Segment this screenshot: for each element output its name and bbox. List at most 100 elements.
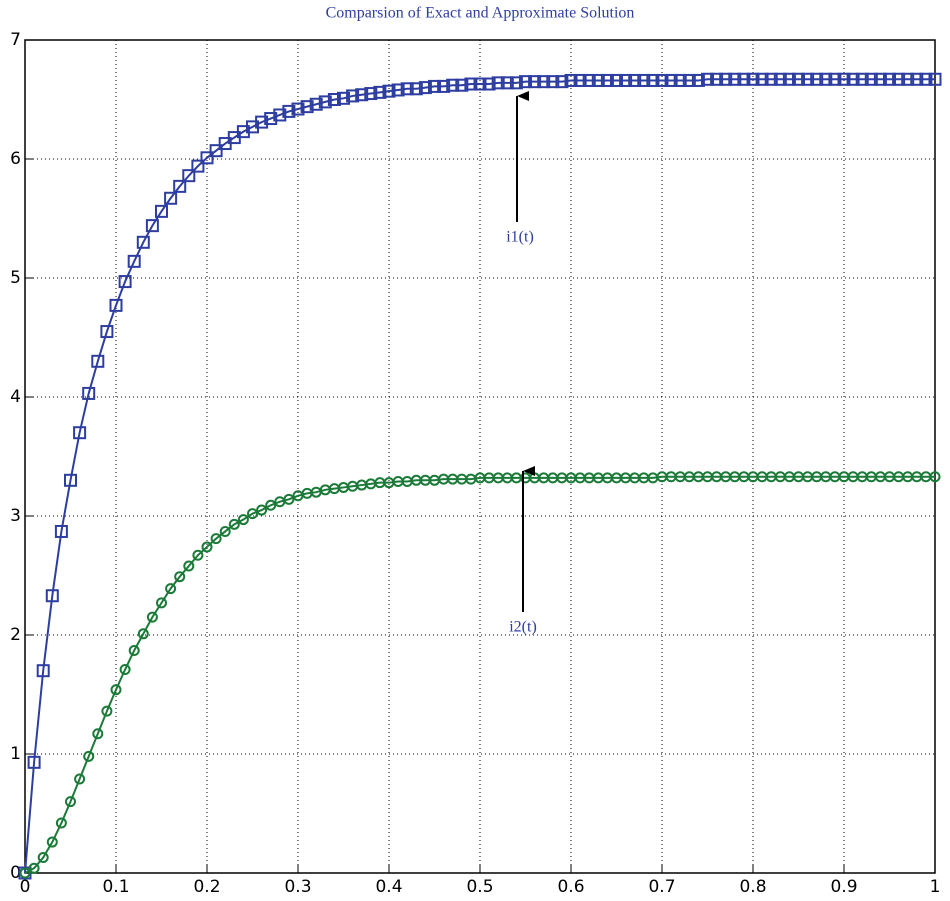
square-marker	[573, 73, 587, 87]
x-tick-label: 1	[930, 877, 941, 897]
x-tick-label: 0.2	[193, 877, 220, 897]
square-marker	[173, 179, 187, 193]
x-tick-label: 0.3	[284, 877, 311, 897]
square-marker	[455, 78, 469, 92]
square-marker	[819, 72, 833, 86]
annotation-text: i2(t)	[509, 619, 537, 636]
square-marker	[792, 72, 805, 86]
square-marker	[737, 72, 751, 86]
square-marker	[746, 72, 760, 86]
circle-marker	[92, 728, 104, 740]
square-marker	[928, 72, 942, 86]
square-marker	[446, 78, 460, 92]
square-marker	[610, 73, 623, 87]
square-marker	[719, 72, 733, 86]
x-tick-label: 0.8	[739, 877, 766, 897]
circle-marker	[37, 852, 49, 864]
y-tick-label: 3	[10, 506, 21, 526]
square-marker	[637, 73, 651, 87]
square-marker	[892, 72, 906, 86]
y-tick-label: 1	[10, 744, 21, 764]
square-marker	[64, 473, 77, 487]
square-marker	[782, 72, 796, 86]
square-marker	[91, 354, 105, 368]
square-marker	[628, 73, 642, 87]
square-marker	[846, 72, 860, 86]
square-marker	[519, 75, 532, 89]
circle-marker	[119, 664, 131, 676]
square-marker	[182, 169, 196, 183]
square-marker	[728, 72, 742, 86]
square-marker	[437, 79, 451, 93]
square-marker	[27, 755, 41, 769]
annotation-text: i1(t)	[506, 229, 534, 246]
square-marker	[619, 73, 633, 87]
square-marker	[291, 102, 305, 116]
square-marker	[528, 75, 542, 89]
y-tick-label: 6	[10, 149, 21, 169]
square-marker	[418, 81, 432, 95]
square-marker	[191, 159, 205, 173]
square-marker	[100, 325, 114, 339]
square-marker	[691, 73, 705, 87]
square-marker	[773, 72, 787, 86]
y-tick-label: 2	[10, 625, 21, 645]
circle-marker	[174, 571, 186, 583]
y-tick-label: 7	[10, 30, 21, 50]
circle-marker	[283, 493, 295, 505]
circle-marker	[165, 583, 177, 595]
square-marker	[364, 87, 378, 101]
square-marker	[118, 275, 132, 289]
square-marker	[73, 426, 87, 440]
square-marker	[346, 89, 360, 103]
square-marker	[355, 88, 369, 102]
square-marker	[209, 144, 223, 158]
circle-marker	[146, 611, 158, 623]
square-marker	[682, 73, 696, 87]
square-marker	[327, 93, 341, 106]
circle-marker	[201, 541, 213, 553]
circle-marker	[110, 684, 122, 696]
square-marker	[491, 76, 505, 90]
circle-marker	[210, 533, 222, 545]
square-marker	[318, 95, 332, 109]
square-marker	[282, 104, 296, 118]
circle-marker	[929, 471, 941, 483]
square-marker	[273, 108, 287, 122]
square-marker	[564, 73, 578, 87]
square-marker	[546, 75, 560, 89]
y-tick-label: 5	[10, 268, 21, 288]
square-marker	[136, 235, 150, 249]
x-tick-label: 0.7	[648, 877, 675, 897]
circle-marker	[65, 796, 76, 808]
circle-marker	[46, 836, 58, 848]
square-marker	[309, 97, 323, 111]
square-marker	[673, 73, 687, 87]
square-marker	[109, 298, 123, 312]
square-marker	[801, 72, 815, 86]
square-marker	[646, 73, 660, 87]
circle-marker	[192, 549, 204, 561]
square-marker	[910, 72, 924, 86]
chart-title: Comparsion of Exact and Approximate Solu…	[326, 5, 635, 22]
square-marker	[810, 72, 824, 86]
square-marker	[337, 91, 350, 105]
square-marker	[537, 75, 551, 89]
square-marker	[300, 100, 314, 114]
square-marker	[54, 524, 68, 538]
circle-marker	[28, 862, 40, 874]
square-marker	[155, 204, 168, 218]
circle-marker	[19, 867, 31, 879]
circle-marker	[128, 644, 140, 656]
square-marker	[901, 72, 915, 86]
square-marker	[45, 589, 59, 603]
square-marker	[873, 72, 887, 86]
square-marker	[127, 254, 141, 268]
square-marker	[655, 73, 669, 87]
square-marker	[837, 72, 851, 86]
square-marker	[264, 112, 278, 126]
square-marker	[464, 77, 478, 91]
circle-marker	[183, 560, 195, 572]
square-marker	[710, 72, 724, 86]
square-marker	[382, 84, 396, 98]
